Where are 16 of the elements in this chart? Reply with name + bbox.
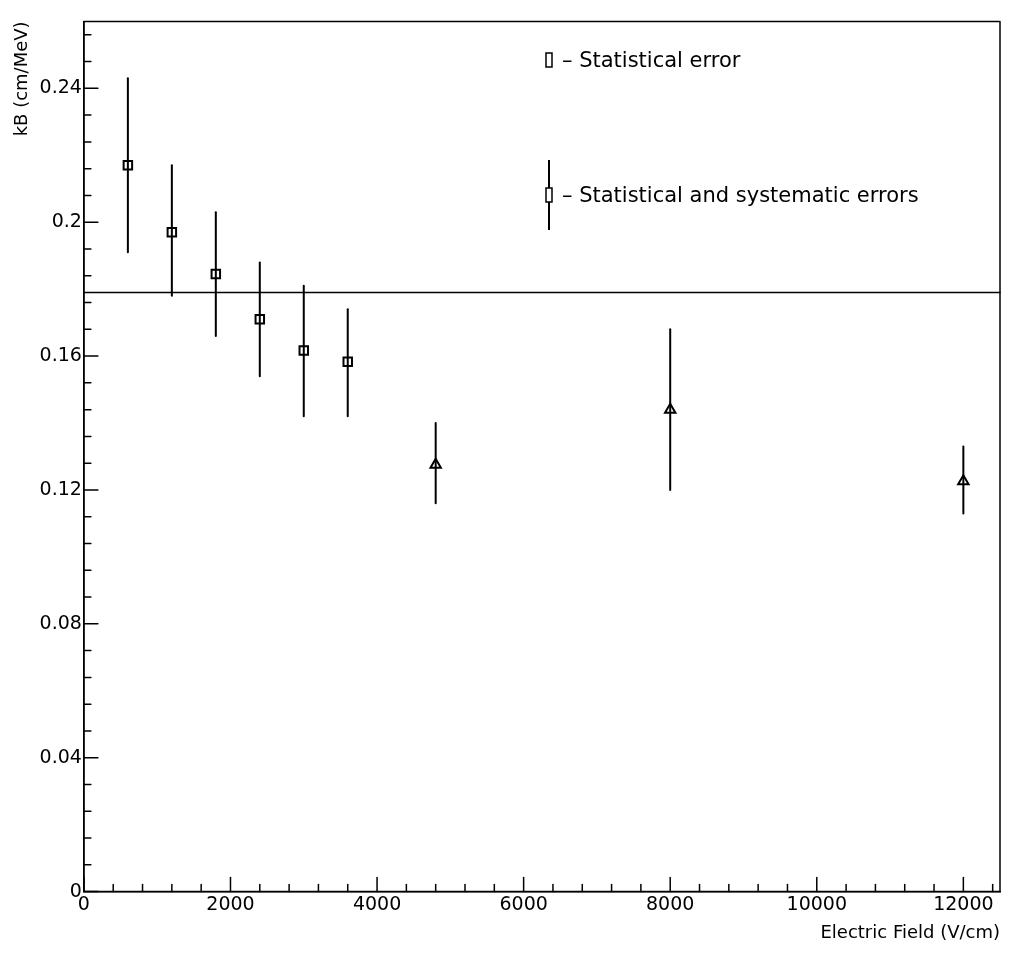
- annotation: – Statistical error: [562, 48, 741, 72]
- x-tick-label: 4000: [352, 891, 402, 914]
- x-tick-label: 8000: [646, 891, 695, 914]
- x-tick-label: 6000: [499, 891, 548, 914]
- y-axis-title: kB (cm/MeV): [10, 21, 32, 137]
- y-tick-label: 0.08: [39, 610, 82, 633]
- y-tick-label: 0.24: [39, 75, 82, 98]
- y-tick-label: 0.16: [39, 343, 82, 366]
- x-axis-title: Electric Field (V/cm): [820, 920, 1000, 942]
- x-tick-label: 12000: [933, 891, 994, 914]
- x-tick-label: 2000: [206, 891, 255, 914]
- y-tick-label: 0.04: [39, 744, 82, 767]
- x-tick-label: 10000: [786, 891, 848, 914]
- annotation: – Statistical and systematic errors: [562, 183, 919, 207]
- y-tick-label: 0.12: [39, 476, 82, 499]
- y-tick-label: 0.2: [51, 209, 82, 232]
